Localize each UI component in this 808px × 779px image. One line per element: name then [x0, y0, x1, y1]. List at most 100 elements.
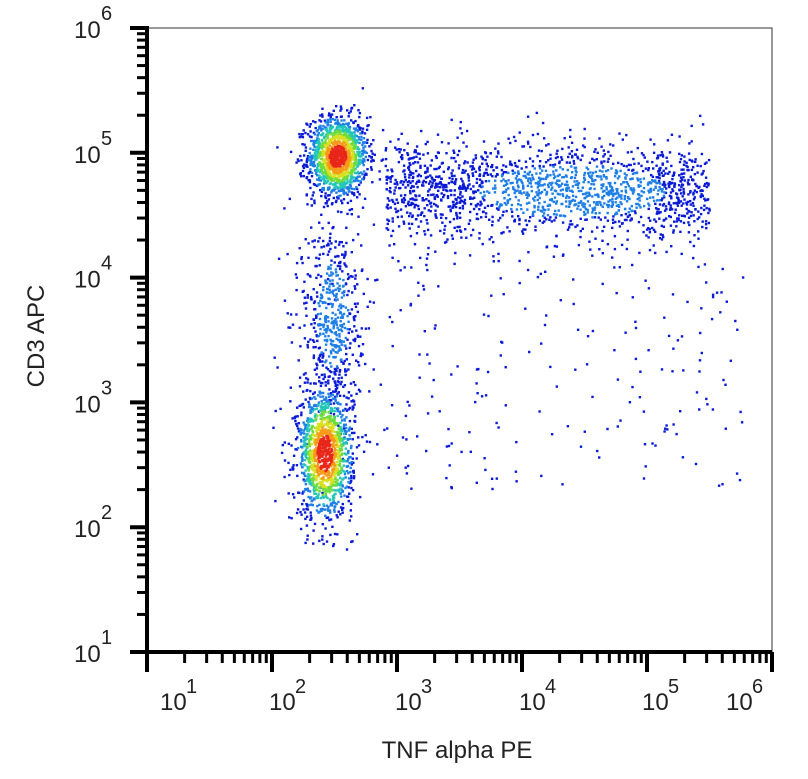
event-point — [326, 438, 330, 441]
event-point — [495, 166, 499, 169]
event-point — [406, 400, 409, 404]
event-point — [422, 199, 426, 202]
event-point — [316, 394, 320, 397]
event-point — [346, 139, 349, 143]
event-point — [615, 189, 619, 193]
event-point — [477, 367, 480, 371]
event-point — [471, 161, 475, 164]
event-point — [274, 409, 277, 413]
event-point — [354, 141, 357, 144]
event-point — [533, 195, 537, 199]
event-point — [362, 170, 366, 173]
event-point — [349, 186, 352, 190]
event-point — [411, 184, 414, 188]
event-point — [322, 398, 326, 401]
event-point — [407, 184, 410, 187]
event-point — [661, 204, 665, 207]
event-point — [345, 465, 348, 468]
event-point — [652, 244, 655, 247]
event-point — [433, 196, 436, 199]
event-point — [327, 147, 330, 150]
event-point — [276, 146, 279, 149]
event-point — [667, 201, 671, 204]
event-point — [610, 204, 613, 208]
event-point — [360, 160, 364, 163]
event-point — [573, 176, 577, 180]
event-point — [574, 169, 577, 172]
event-point — [379, 383, 382, 386]
event-point — [492, 255, 495, 258]
event-point — [334, 332, 338, 336]
event-point — [354, 153, 357, 156]
event-point — [598, 211, 601, 215]
event-point — [520, 180, 523, 183]
event-point — [639, 215, 643, 219]
event-point — [335, 395, 338, 398]
event-point — [664, 427, 667, 430]
event-point — [317, 273, 320, 277]
event-point — [310, 397, 314, 400]
event-point — [332, 424, 335, 428]
event-point — [319, 443, 323, 446]
event-point — [304, 146, 308, 149]
event-point — [692, 204, 695, 207]
event-point — [570, 165, 573, 168]
event-point — [326, 507, 330, 511]
event-point — [540, 474, 543, 478]
event-point — [308, 467, 311, 470]
event-point — [362, 146, 365, 149]
event-point — [325, 129, 329, 133]
event-point — [625, 165, 628, 168]
event-point — [338, 426, 341, 430]
event-point — [458, 149, 461, 153]
event-point — [418, 194, 421, 197]
event-point — [302, 436, 305, 439]
event-point — [358, 193, 361, 196]
event-point — [348, 128, 351, 131]
event-point — [631, 296, 634, 299]
event-point — [527, 179, 530, 182]
event-point — [549, 216, 552, 219]
event-point — [308, 444, 311, 448]
event-point — [316, 364, 319, 367]
event-point — [306, 346, 310, 349]
event-point — [464, 228, 467, 231]
event-point — [332, 137, 335, 140]
event-point — [612, 221, 615, 224]
event-point — [333, 372, 336, 375]
event-point — [334, 381, 337, 384]
event-point — [500, 231, 503, 235]
event-point — [330, 160, 334, 163]
event-point — [707, 211, 710, 215]
event-point — [671, 293, 675, 296]
event-point — [422, 184, 425, 187]
event-point — [670, 197, 673, 200]
event-point — [370, 143, 373, 146]
event-point — [579, 229, 582, 233]
event-point — [673, 211, 677, 215]
event-point — [632, 190, 635, 194]
event-point — [309, 406, 312, 409]
event-point — [289, 386, 292, 389]
event-point — [437, 166, 441, 170]
event-point — [324, 175, 327, 178]
event-point — [443, 241, 447, 244]
event-point — [609, 143, 612, 146]
event-point — [323, 471, 326, 474]
event-point — [311, 465, 314, 468]
event-point — [579, 158, 582, 162]
event-point — [307, 340, 310, 343]
event-point — [563, 215, 567, 218]
event-point — [536, 186, 540, 189]
event-point — [317, 257, 321, 260]
event-point — [572, 162, 576, 165]
event-point — [624, 189, 627, 192]
event-point — [614, 213, 617, 216]
event-point — [456, 217, 459, 220]
event-point — [315, 291, 319, 294]
event-point — [357, 172, 361, 175]
event-point — [443, 193, 446, 197]
event-point — [741, 276, 745, 279]
event-point — [356, 233, 360, 236]
event-point — [530, 179, 533, 182]
